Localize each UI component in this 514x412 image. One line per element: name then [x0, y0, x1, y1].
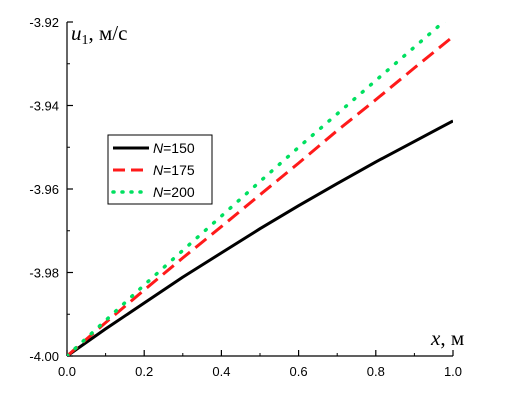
y-axis-unit: , м/с: [89, 21, 128, 45]
legend-label-n150: N=150: [153, 140, 195, 156]
x-tick-label: 0.0: [58, 364, 76, 379]
y-ticks: -4.00 -3.98 -3.96 -3.94 -3.92: [29, 15, 73, 364]
y-axis-title: u1, м/с: [71, 21, 127, 48]
legend: N=150 N=175 N=200: [107, 134, 213, 205]
x-axis-var: x: [430, 326, 441, 350]
series-layer: [67, 22, 453, 356]
legend-label-n200: N=200: [153, 184, 195, 200]
x-tick-label: 0.6: [290, 364, 308, 379]
x-tick-label: 0.4: [212, 364, 230, 379]
x-axis-title: x, м: [430, 326, 464, 350]
series-line-n150: [67, 119, 453, 356]
x-tick-label: 0.8: [367, 364, 385, 379]
y-axis-sub: 1: [82, 33, 89, 48]
y-tick-label: -3.94: [29, 99, 59, 114]
y-tick-label: -3.96: [29, 182, 59, 197]
x-tick-label: 1.0: [444, 364, 462, 379]
series-line-n200: [67, 22, 447, 356]
y-tick-label: -3.92: [29, 15, 59, 30]
legend-label-n175: N=175: [153, 162, 195, 178]
y-tick-label: -3.98: [29, 266, 59, 281]
x-ticks: 0.0 0.2 0.4 0.6 0.8 1.0: [58, 350, 462, 379]
series-line-n175: [67, 35, 453, 356]
x-axis-unit: , м: [440, 326, 464, 350]
x-tick-label: 0.2: [135, 364, 153, 379]
y-axis-var: u: [71, 21, 82, 45]
y-tick-label: -4.00: [29, 349, 59, 364]
